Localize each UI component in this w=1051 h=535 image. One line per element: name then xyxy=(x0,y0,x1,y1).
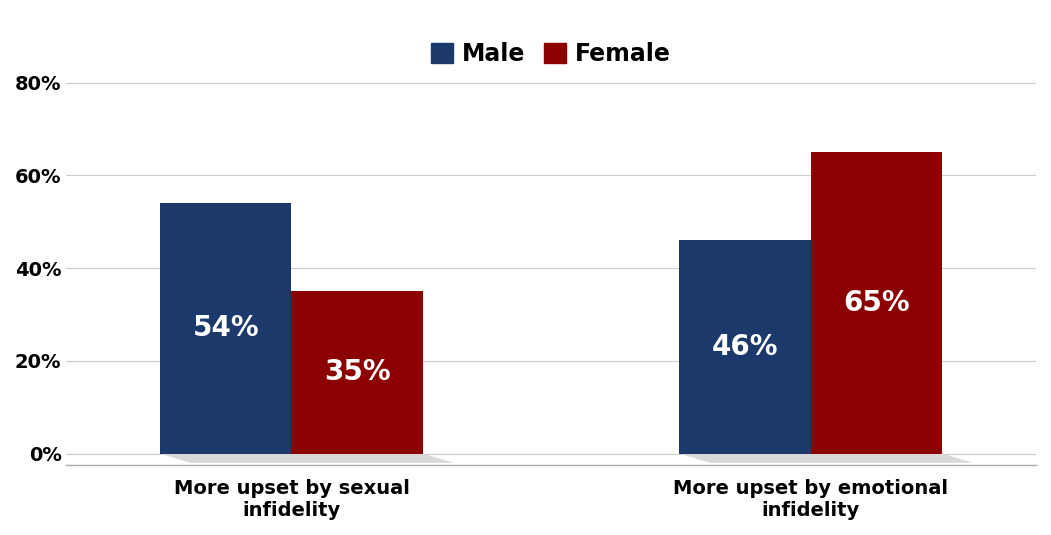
Bar xyxy=(160,203,291,454)
Bar xyxy=(679,240,811,454)
Text: 46%: 46% xyxy=(712,333,779,361)
Legend: Male, Female: Male, Female xyxy=(421,33,680,76)
Text: 65%: 65% xyxy=(843,289,910,317)
Polygon shape xyxy=(160,454,453,463)
Bar xyxy=(291,291,424,454)
Text: 54%: 54% xyxy=(192,315,259,342)
Bar xyxy=(811,152,943,454)
Text: 35%: 35% xyxy=(324,358,391,386)
Polygon shape xyxy=(679,454,973,463)
